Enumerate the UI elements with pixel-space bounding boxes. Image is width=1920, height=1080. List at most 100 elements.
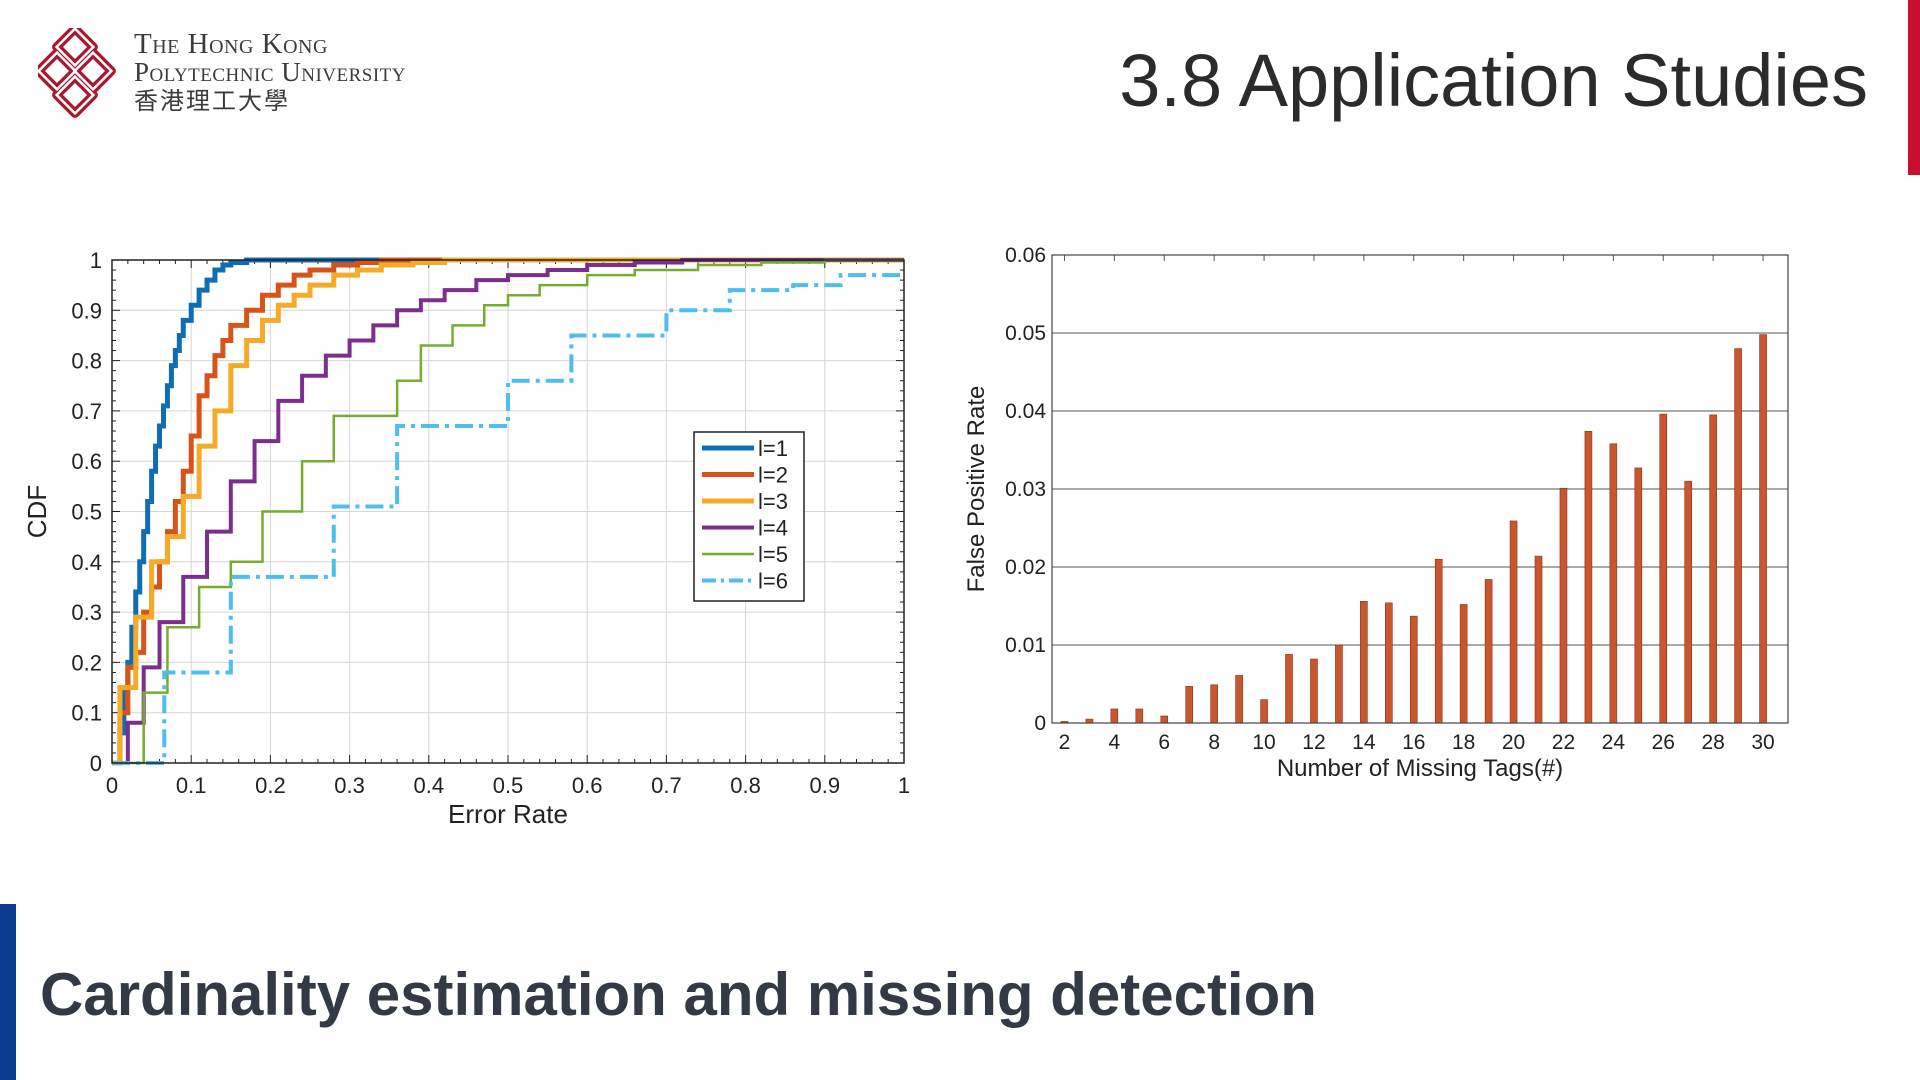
bar [1385, 602, 1393, 724]
accent-bar-blue [0, 904, 16, 1080]
x-tick-label: 14 [1352, 731, 1376, 754]
x-tick-label: 12 [1302, 731, 1325, 754]
bar [1509, 520, 1518, 724]
bar [1684, 480, 1693, 724]
x-tick-label: 0.9 [810, 773, 841, 798]
logo-line-3: 香港理工大學 [134, 89, 290, 115]
x-axis-label: Number of Missing Tags(#) [1277, 755, 1563, 782]
series-line-l2 [112, 257, 904, 766]
polyu-emblem-icon [38, 28, 116, 118]
bar [1135, 708, 1144, 724]
x-tick-label: 0.2 [255, 773, 286, 798]
bar [1434, 558, 1443, 724]
x-tick-label: 30 [1751, 731, 1774, 754]
bar [1285, 654, 1293, 724]
bar [1459, 604, 1468, 724]
x-tick-label: 4 [1109, 731, 1121, 754]
x-tick-label: 6 [1158, 731, 1170, 754]
y-axis-label: False Positive Rate [963, 386, 990, 593]
y-tick-label: 0.5 [71, 500, 102, 525]
y-tick-label: 0.6 [71, 449, 102, 474]
bar [1609, 443, 1618, 724]
plot-frame [1051, 254, 1789, 724]
bar [1734, 348, 1742, 724]
bar [1160, 715, 1169, 724]
x-tick-label: 0.4 [414, 773, 445, 798]
legend-label: l=5 [758, 542, 788, 567]
x-tick-label: 10 [1252, 731, 1275, 754]
x-tick-label: 0.1 [176, 773, 207, 798]
series-line-l4 [112, 258, 904, 765]
accent-bar-red [1908, 0, 1920, 175]
x-tick-label: 0.8 [730, 773, 761, 798]
bar [1260, 699, 1268, 724]
legend-label: l=4 [758, 516, 788, 541]
bar [1559, 487, 1568, 724]
series-line-l1 [112, 257, 904, 766]
y-tick-label: 0.03 [1005, 478, 1046, 501]
y-tick-label: 0.1 [71, 701, 102, 726]
bar [1709, 414, 1717, 724]
x-tick-label: 0.7 [651, 773, 682, 798]
x-tick-label: 20 [1502, 731, 1525, 754]
x-tick-label: 18 [1452, 731, 1475, 754]
plot-frame [111, 259, 905, 764]
legend-label: l=3 [758, 489, 788, 514]
bar [1584, 430, 1593, 724]
x-tick-label: 0 [106, 773, 118, 798]
legend-label: l=1 [758, 436, 788, 461]
bar [1185, 686, 1194, 724]
legend-box [693, 431, 805, 602]
bar [1210, 684, 1218, 724]
bar [1310, 658, 1318, 724]
x-tick-label: 0.5 [493, 773, 524, 798]
y-tick-label: 0.8 [71, 349, 102, 374]
logo-line-1: The Hong Kong [134, 28, 328, 60]
logo-wordmark: The Hong Kong Polytechnic University 香港理… [134, 28, 407, 115]
y-tick-label: 0.02 [1005, 556, 1046, 579]
bar [1409, 615, 1418, 724]
y-tick-label: 0.7 [71, 399, 102, 424]
y-tick-label: 0 [1034, 712, 1046, 735]
bar [1634, 467, 1643, 724]
bar [1360, 601, 1368, 724]
cdf-line-chart: 0 0.1 0.2 0.3 0.4 0.5 0.6 0.7 0.8 0.9 1 0 0.1 0.2 0.3 0… [22, 248, 910, 829]
x-tick-label: 24 [1602, 731, 1626, 754]
x-tick-label: 26 [1652, 731, 1675, 754]
legend-label: l=2 [758, 463, 788, 488]
x-tick-label: 22 [1552, 731, 1575, 754]
bar [1110, 708, 1119, 724]
series-line-l5 [112, 258, 904, 765]
y-tick-label: 0 [90, 751, 102, 776]
x-tick-label: 1 [898, 773, 910, 798]
bar [1659, 413, 1668, 724]
y-tick-label: 0.2 [71, 650, 102, 675]
bar [1235, 675, 1243, 724]
bar [1484, 579, 1493, 724]
series-line-l3 [112, 257, 904, 766]
legend-label: l=6 [758, 569, 788, 594]
y-tick-label: 0.9 [71, 298, 102, 323]
x-axis-label: Error Rate [448, 799, 568, 829]
x-tick-label: 0.6 [572, 773, 603, 798]
x-tick-label: 16 [1402, 731, 1425, 754]
slide-title: 3.8 Application Studies [1119, 39, 1868, 122]
x-tick-label: 0.3 [334, 773, 365, 798]
series-line-l6 [112, 273, 904, 765]
y-tick-label: 0.05 [1005, 322, 1046, 345]
y-tick-label: 0.06 [1005, 244, 1046, 267]
bar [1335, 644, 1343, 724]
logo-line-2: Polytechnic University [134, 57, 407, 87]
y-tick-label: 1 [90, 248, 102, 273]
y-tick-label: 0.4 [71, 550, 102, 575]
y-tick-label: 0.04 [1005, 400, 1046, 423]
y-tick-label: 0.3 [71, 600, 102, 625]
slide-subtitle: Cardinality estimation and missing detec… [40, 961, 1317, 1028]
bar [1759, 334, 1767, 724]
false-positive-bar-chart: 2 4 6 8 10 12 14 16 18 20 22 24 26 28 3000.010.020.030… [963, 244, 1789, 782]
x-tick-label: 2 [1059, 731, 1071, 754]
bar [1534, 555, 1543, 724]
x-tick-label: 8 [1208, 731, 1220, 754]
x-tick-label: 28 [1701, 731, 1724, 754]
y-tick-label: 0.01 [1005, 634, 1046, 657]
